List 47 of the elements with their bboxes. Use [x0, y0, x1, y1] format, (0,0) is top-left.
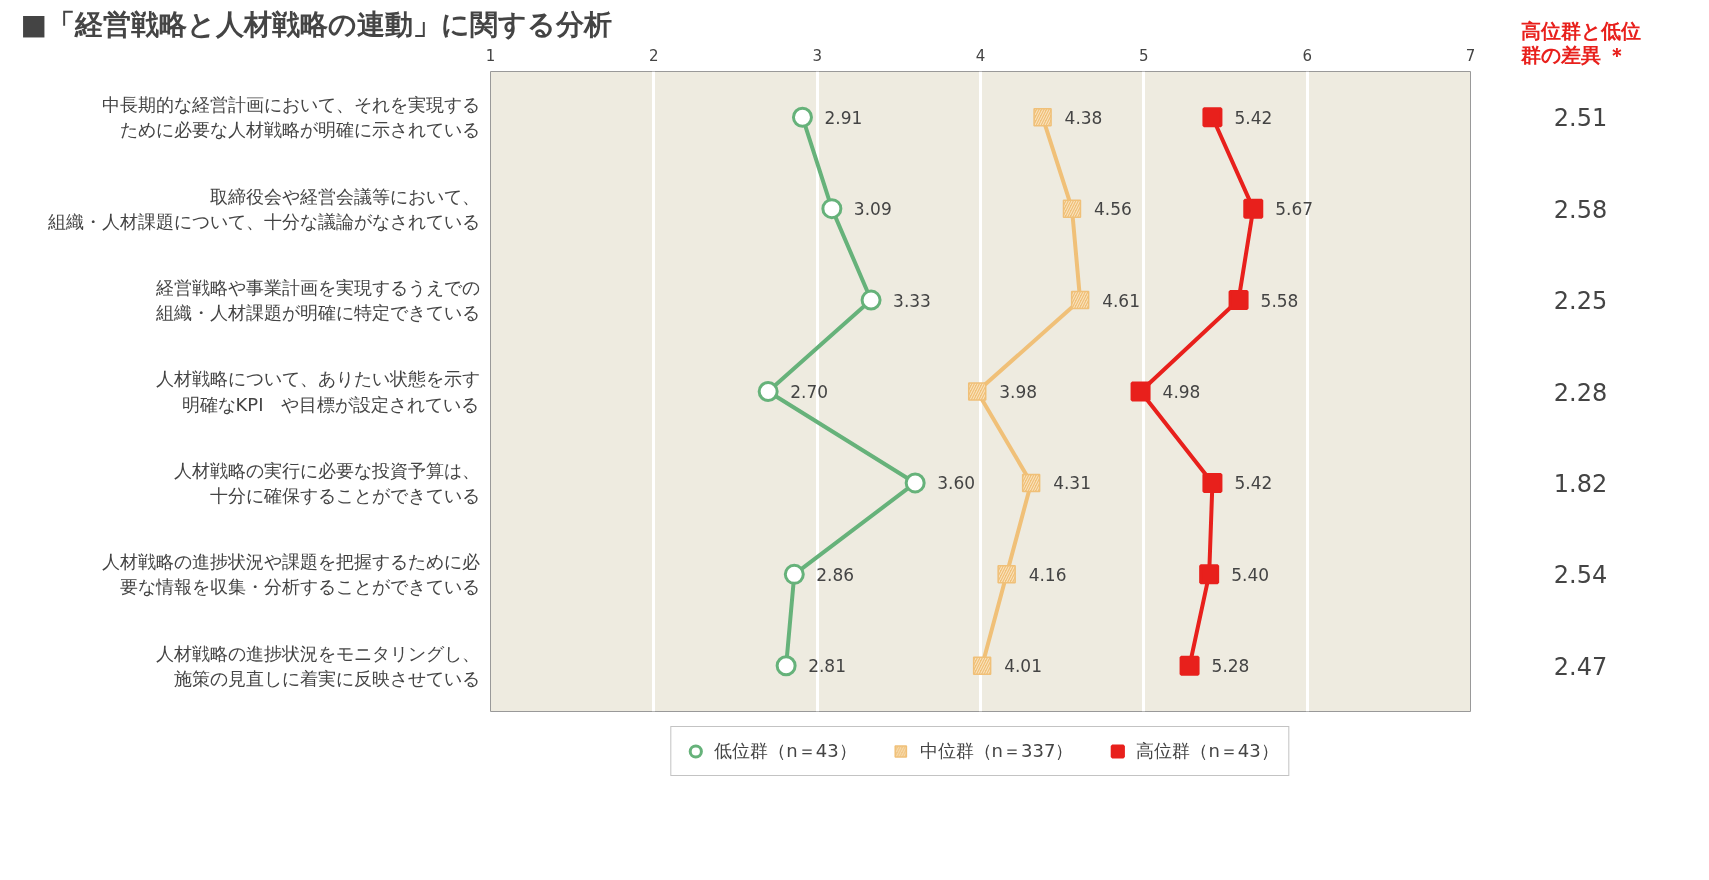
y-tick-label: 取締役会や経営会議等において、組織・人材課題について、十分な議論がなされている: [46, 185, 480, 232]
y-tick-label: 中長期的な経営計画において、それを実現するために必要な人材戦略が明確に示されている: [101, 94, 480, 141]
text: 2.54: [1553, 561, 1608, 590]
x-tick-label: 2: [649, 46, 659, 65]
text: 2.28: [1553, 378, 1608, 407]
data-label: 2.86: [816, 564, 855, 585]
x-tick-label: 6: [1302, 46, 1312, 65]
data-label: 5.42: [1234, 473, 1273, 494]
data-label: 4.01: [1004, 656, 1042, 677]
y-tick-label: 人材戦略の進捗状況をモニタリングし、施策の見直しに着実に反映させている: [155, 642, 480, 689]
y-tick-label: 経営戦略や事業計画を実現するうえでの組織・人材課題が明確に特定できている: [154, 276, 480, 324]
data-label: 5.58: [1260, 290, 1299, 311]
data-label: 4.16: [1028, 564, 1067, 585]
data-label: 2.70: [790, 382, 829, 402]
data-label: 5.42: [1234, 107, 1273, 128]
data-label: 5.67: [1275, 199, 1314, 220]
y-tick-label: 人材戦略の実行に必要な投資予算は、十分に確保することができている: [173, 459, 480, 507]
x-tick-label: 4: [975, 46, 986, 65]
data-label: 3.09: [853, 199, 892, 220]
data-label: 3.98: [999, 382, 1038, 402]
x-tick-label: 7: [1465, 46, 1476, 65]
text: 1.82: [1553, 469, 1608, 498]
data-label: 5.28: [1211, 656, 1250, 677]
y-tick-label: 人材戦略の進捗状況や課題を把握するために必要な情報を収集・分析することができている: [101, 551, 480, 598]
text: 2.51: [1553, 104, 1608, 133]
data-label: 4.98: [1162, 382, 1201, 402]
data-label: 3.60: [937, 473, 976, 494]
legend-label: 低位群（n＝43）: [714, 739, 857, 763]
chart-title: ■「経営戦略と人材戦略の連動」に関する分析: [20, 7, 612, 41]
data-label: 5.40: [1231, 564, 1270, 585]
data-label: 2.91: [824, 107, 863, 128]
legend-label: 高位群（n＝43）: [1136, 739, 1279, 763]
text: 2.47: [1553, 652, 1608, 681]
x-tick-label: 3: [812, 46, 822, 65]
legend-label: 中位群（n＝337）: [919, 739, 1074, 763]
text: 高位群と低位群の差異 ＊: [1519, 18, 1641, 67]
text: 2.58: [1553, 195, 1608, 224]
data-label: 3.33: [893, 290, 931, 311]
text: 2.25: [1553, 287, 1608, 316]
data-label: 4.31: [1053, 473, 1091, 494]
x-tick-label: 5: [1139, 46, 1149, 65]
y-tick-label: 人材戦略について、ありたい状態を示す明確なKPI や目標が設定されている: [155, 368, 480, 415]
data-label: 4.38: [1064, 107, 1103, 128]
data-label: 2.81: [808, 656, 846, 677]
x-tick-label: 1: [485, 46, 496, 65]
data-label: 4.56: [1093, 199, 1132, 220]
data-label: 4.61: [1102, 290, 1140, 311]
